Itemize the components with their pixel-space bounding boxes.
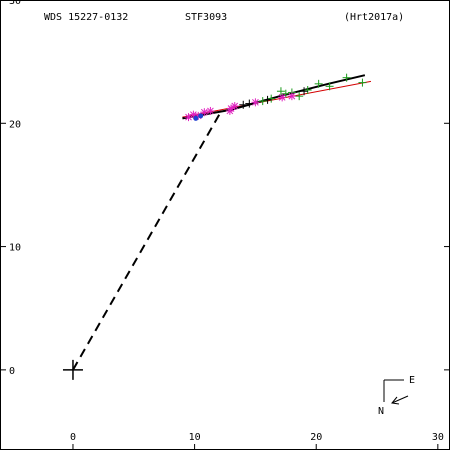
discoverer-label: STF3093: [185, 12, 227, 23]
compass: E N: [378, 375, 415, 417]
periastron-link: [72, 110, 223, 371]
observation-points: [184, 73, 367, 122]
micrometer-point: [342, 73, 351, 82]
compass-north-label: N: [378, 406, 384, 417]
micrometer-point: [303, 86, 312, 94]
micrometer-point: [276, 87, 285, 96]
misc-point: [300, 87, 309, 96]
y-tick-label: 10: [9, 243, 21, 254]
micrometer-point: [267, 94, 276, 103]
photographic-point: [206, 106, 215, 115]
wds-id-label: WDS 15227-0132: [44, 12, 128, 23]
orbit-layer: [62, 74, 372, 380]
photographic-point-d2: [207, 107, 214, 115]
motion-arrow-icon: [391, 395, 409, 405]
x-tick-label: 0: [70, 432, 76, 443]
x-tick-label: 20: [310, 432, 322, 443]
y-tick-label: 30: [9, 0, 21, 7]
x-tick-label: 10: [189, 432, 201, 443]
photographic-point-d2: [190, 111, 197, 119]
photographic-point: [287, 92, 296, 101]
photographic-point-d2: [252, 98, 259, 106]
micrometer-point: [258, 97, 267, 106]
x-tick-label: 30: [432, 432, 444, 443]
y-tick-label: 0: [9, 366, 15, 377]
micrometer-point: [314, 79, 323, 88]
orbit-arc: [182, 74, 366, 120]
misc-point: [239, 100, 248, 109]
photographic-point-d2: [226, 107, 234, 115]
misc-point: [245, 99, 254, 108]
reference-label: (Hrt2017a): [344, 12, 404, 23]
compass-east-label: E: [409, 375, 415, 386]
micrometer-point: [281, 89, 290, 98]
micrometer-point: [295, 92, 304, 101]
photographic-point: [278, 93, 287, 102]
photographic-point: [225, 106, 234, 115]
speckle-point: [193, 115, 199, 121]
photographic-point-d2: [288, 92, 296, 100]
speckle-point: [198, 113, 204, 119]
photographic-point-d2: [278, 94, 286, 101]
photographic-point: [251, 98, 260, 107]
y-tick-label: 20: [9, 119, 21, 130]
micrometer-point: [358, 78, 367, 87]
micrometer-point: [325, 82, 334, 91]
misc-point: [263, 95, 272, 104]
